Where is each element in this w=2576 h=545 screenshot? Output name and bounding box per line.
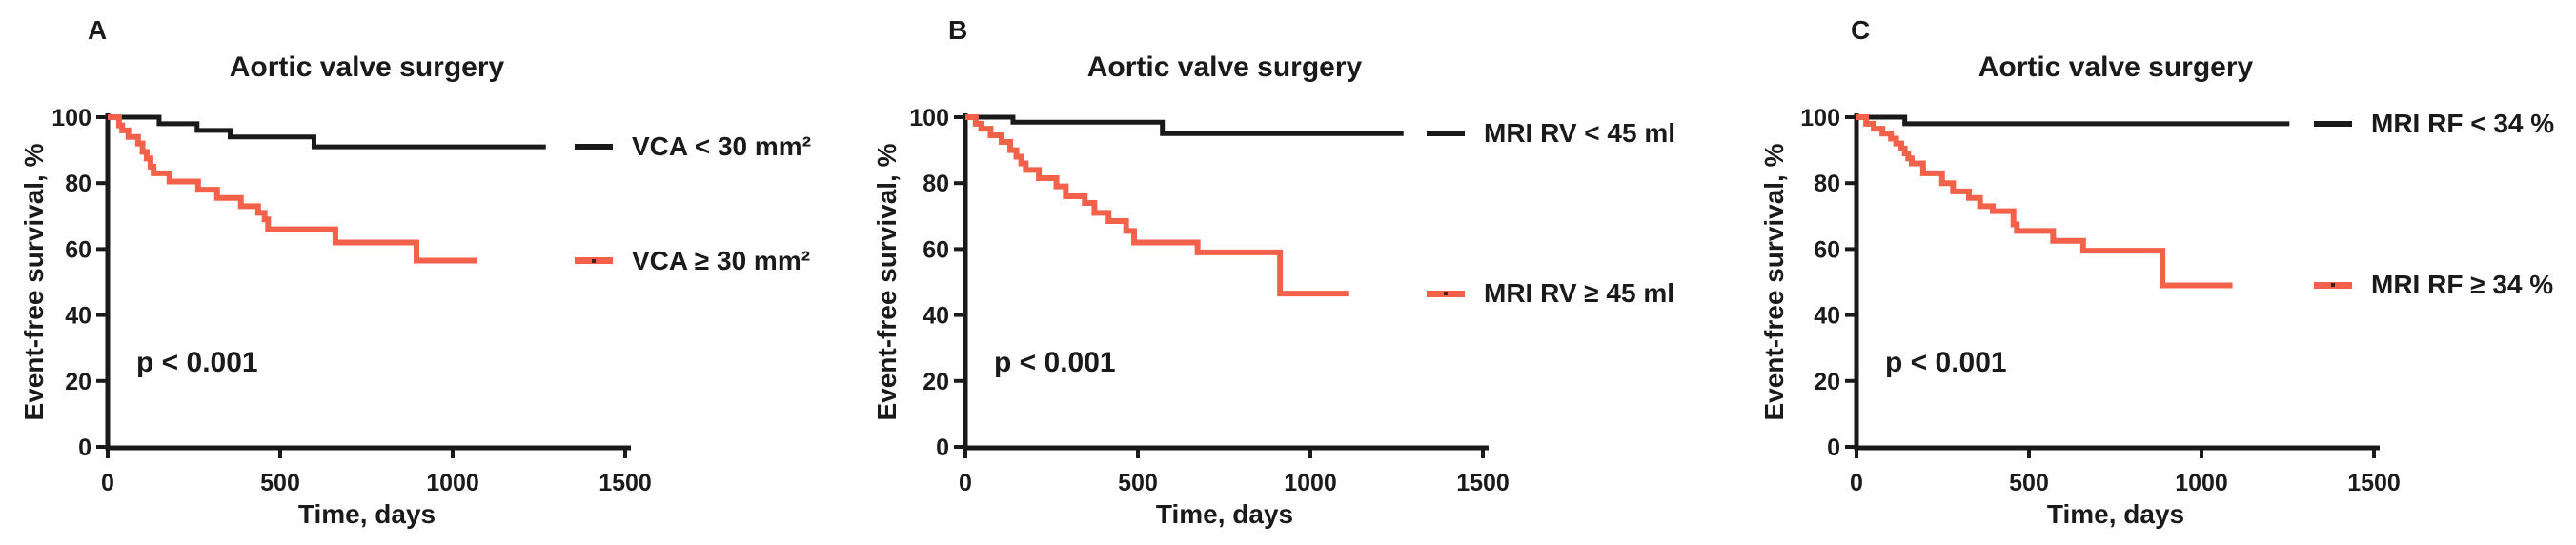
km-curve-red	[108, 114, 477, 264]
x-tick-label: 0	[1850, 470, 1863, 496]
x-tick-label: 500	[260, 470, 300, 496]
x-tick-label: 1500	[1456, 470, 1510, 496]
y-tick-label: 20	[923, 369, 949, 395]
legend-item-above-cutoff: VCA ≥ 30 mm²	[575, 246, 810, 276]
x-axis-label: Time, days	[2046, 499, 2185, 529]
y-tick-label: 40	[923, 303, 949, 330]
km-curve-black	[965, 114, 1404, 136]
legend-item-below-cutoff: MRI RF < 34 %	[2314, 109, 2554, 139]
km-plot: 0 500 1000 1500 0 20 40 60 80 100	[51, 105, 652, 496]
panel-letter: C	[1851, 15, 1872, 45]
km-plot: 0 500 1000 1500 0 20 40 60 80 100	[1800, 105, 2401, 496]
panel-letter: A	[88, 15, 109, 45]
legend-item-above-cutoff: MRI RV ≥ 45 ml	[1427, 278, 1674, 309]
x-axis-label: Time, days	[297, 499, 436, 529]
y-tick-label: 0	[1827, 434, 1840, 461]
legend-line-swatch-red	[1427, 290, 1465, 297]
p-value-annotation: p < 0.001	[1885, 347, 2007, 378]
y-tick-label: 100	[51, 105, 91, 131]
panel-letter: B	[948, 15, 969, 45]
km-curve-black	[1856, 114, 2290, 127]
x-tick-label: 500	[1118, 470, 1158, 496]
legend-line-swatch-black	[2314, 120, 2352, 127]
legend-label: MRI RF ≥ 34 %	[2371, 270, 2554, 300]
legend-label: VCA ≥ 30 mm²	[632, 245, 811, 275]
y-tick-label: 100	[1800, 105, 1840, 131]
chart-title: Aortic valve surgery	[229, 51, 505, 83]
panel-c: C Aortic valve surgery Event-free surviv…	[1717, 0, 2576, 545]
x-tick-label: 500	[2009, 470, 2049, 496]
y-tick-label: 0	[936, 434, 949, 461]
y-tick-label: 0	[78, 434, 91, 461]
legend-line-swatch-black	[1427, 131, 1465, 137]
x-tick-label: 1000	[2175, 470, 2228, 496]
km-curve-black	[108, 114, 546, 150]
km-plot: 0 500 1000 1500 0 20 40 60 80 100	[909, 105, 1510, 496]
legend-line-swatch-black	[575, 144, 613, 151]
chart-title: Aortic valve surgery	[1086, 51, 1363, 83]
panel-a: A Aortic valve surgery Event-free surviv…	[0, 0, 859, 545]
chart-title: Aortic valve surgery	[1978, 51, 2254, 83]
legend-label: MRI RV < 45 ml	[1484, 118, 1676, 149]
x-axis-label: Time, days	[1155, 499, 1294, 529]
y-tick-label: 40	[1814, 303, 1840, 330]
legend-line-swatch-red	[2314, 281, 2352, 289]
legend-label: MRI RF < 34 %	[2371, 108, 2555, 138]
legend-item-above-cutoff: MRI RF ≥ 34 %	[2314, 270, 2553, 300]
legend-label: MRI RV ≥ 45 ml	[1484, 278, 1675, 309]
km-curve-red	[965, 114, 1349, 297]
x-tick-label: 1500	[598, 470, 652, 496]
km-curve-red	[1856, 114, 2233, 289]
x-tick-label: 1000	[1284, 470, 1337, 496]
legend-label: VCA < 30 mm²	[632, 131, 812, 162]
p-value-annotation: p < 0.001	[136, 347, 258, 378]
y-tick-label: 20	[65, 369, 91, 395]
x-tick-label: 1500	[2347, 470, 2401, 496]
y-tick-label: 80	[1814, 171, 1840, 197]
y-tick-label: 40	[65, 303, 91, 330]
y-tick-label: 80	[65, 171, 91, 197]
y-tick-label: 60	[1814, 236, 1840, 263]
panel-b: B Aortic valve surgery Event-free surviv…	[859, 0, 1717, 545]
y-tick-label: 80	[923, 171, 949, 197]
y-tick-label: 60	[65, 236, 91, 263]
x-tick-label: 1000	[426, 470, 479, 496]
legend-item-below-cutoff: MRI RV < 45 ml	[1427, 118, 1675, 149]
y-tick-label: 60	[923, 236, 949, 263]
y-tick-label: 100	[909, 105, 949, 131]
y-tick-label: 20	[1814, 369, 1840, 395]
p-value-annotation: p < 0.001	[994, 347, 1116, 378]
x-tick-label: 0	[101, 470, 114, 496]
legend-line-swatch-red	[575, 257, 613, 264]
legend-item-below-cutoff: VCA < 30 mm²	[575, 131, 811, 162]
x-tick-label: 0	[959, 470, 972, 496]
